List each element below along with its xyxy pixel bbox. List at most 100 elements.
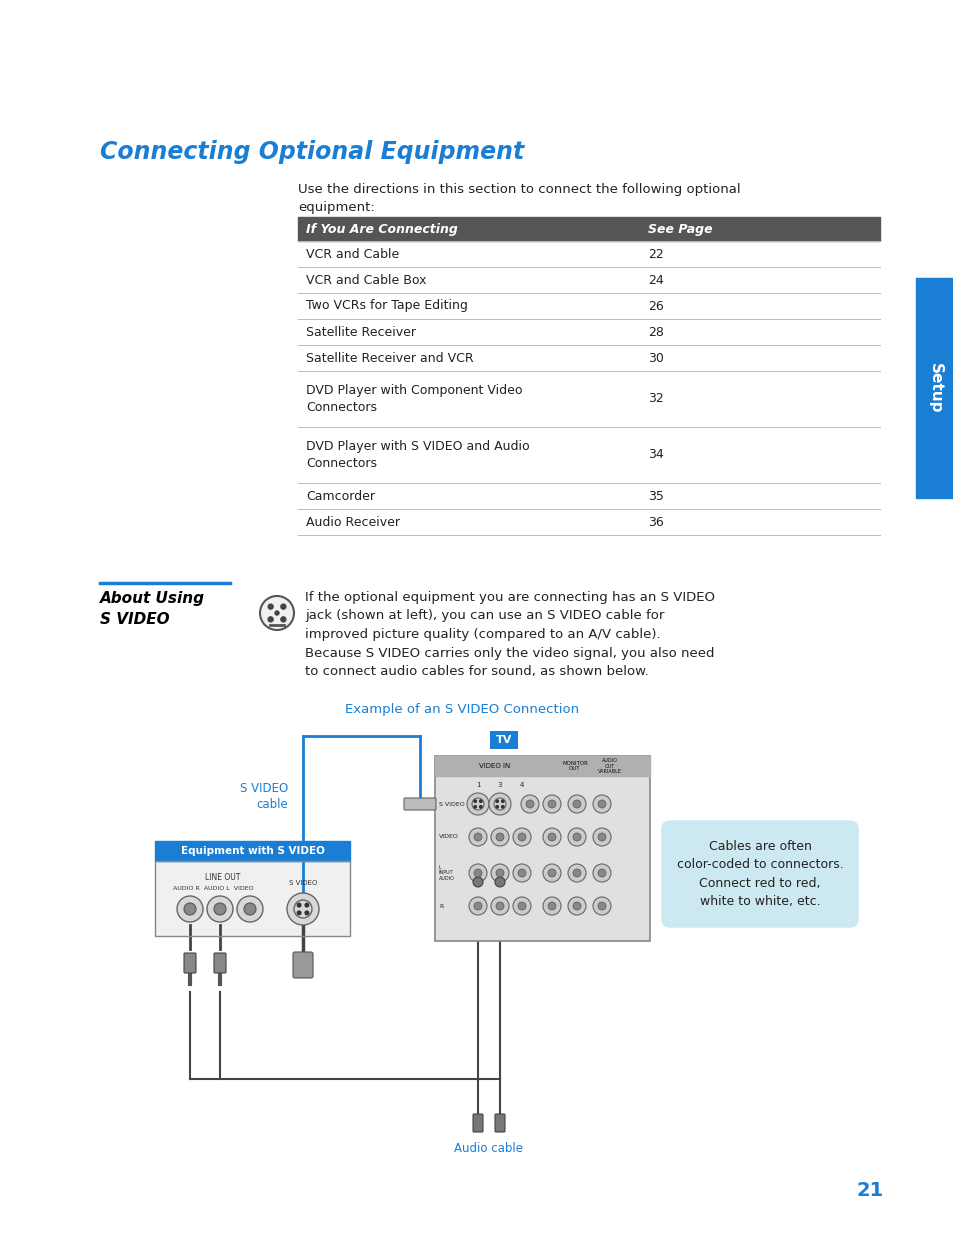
Text: 34: 34 [647,448,663,462]
Text: L
INPUT
AUDIO: L INPUT AUDIO [438,864,455,881]
Text: 35: 35 [647,489,663,503]
Circle shape [491,897,509,915]
Text: Cables are often
color-coded to connectors.
Connect red to red,
white to white, : Cables are often color-coded to connecto… [676,841,842,908]
FancyBboxPatch shape [403,798,436,810]
Circle shape [184,903,195,915]
Circle shape [567,897,585,915]
Circle shape [297,911,300,915]
FancyBboxPatch shape [213,953,226,973]
FancyBboxPatch shape [473,1114,482,1132]
Circle shape [496,869,503,877]
Circle shape [467,793,489,815]
Circle shape [525,800,534,808]
Circle shape [517,902,525,910]
Text: Audio Receiver: Audio Receiver [306,515,399,529]
Text: S VIDEO: S VIDEO [438,802,464,806]
Text: Satellite Receiver and VCR: Satellite Receiver and VCR [306,352,473,364]
FancyBboxPatch shape [293,952,313,978]
Circle shape [491,864,509,882]
Circle shape [567,795,585,813]
Circle shape [573,869,580,877]
Circle shape [268,616,273,622]
Text: About Using
S VIDEO: About Using S VIDEO [100,592,205,627]
Circle shape [598,800,605,808]
Circle shape [474,869,481,877]
Bar [154,861,350,936]
Text: LINE OUT: LINE OUT [205,872,240,882]
Circle shape [305,911,309,915]
Circle shape [236,897,263,923]
Circle shape [593,897,610,915]
Circle shape [177,897,203,923]
Circle shape [573,800,580,808]
Circle shape [501,805,503,808]
Text: AUDIO R  AUDIO L  VIDEO: AUDIO R AUDIO L VIDEO [172,887,253,892]
Circle shape [598,832,605,841]
Text: 4: 4 [519,782,523,788]
Bar [154,841,350,861]
Circle shape [474,800,476,803]
Circle shape [567,827,585,846]
Text: Connecting Optional Equipment: Connecting Optional Equipment [100,140,524,164]
Circle shape [479,805,481,808]
Circle shape [280,616,286,622]
Text: 1: 1 [476,782,479,788]
Text: VCR and Cable Box: VCR and Cable Box [306,273,426,287]
Text: Camcorder: Camcorder [306,489,375,503]
Circle shape [491,827,509,846]
Text: 32: 32 [647,393,663,405]
Circle shape [547,800,556,808]
Circle shape [287,893,318,925]
Text: AUDIO
OUT
VARIABLE: AUDIO OUT VARIABLE [598,758,621,774]
Bar [915,278,953,498]
FancyBboxPatch shape [661,821,857,927]
Bar [297,217,879,241]
Text: 3: 3 [497,782,501,788]
Text: See Page: See Page [647,222,712,236]
Circle shape [305,903,309,906]
FancyBboxPatch shape [435,756,649,941]
Circle shape [542,827,560,846]
Circle shape [517,869,525,877]
Circle shape [496,805,497,808]
Circle shape [469,827,486,846]
Text: R: R [438,904,443,909]
Circle shape [513,897,531,915]
Circle shape [268,604,273,609]
Circle shape [593,864,610,882]
Text: 30: 30 [647,352,663,364]
Circle shape [469,897,486,915]
Circle shape [496,800,497,803]
Text: If You Are Connecting: If You Are Connecting [306,222,457,236]
Text: 24: 24 [647,273,663,287]
Text: Satellite Receiver: Satellite Receiver [306,326,416,338]
Circle shape [573,832,580,841]
Circle shape [547,869,556,877]
Circle shape [501,800,503,803]
Text: 28: 28 [647,326,663,338]
Circle shape [213,903,226,915]
Text: DVD Player with S VIDEO and Audio
Connectors: DVD Player with S VIDEO and Audio Connec… [306,440,529,471]
Bar [154,861,350,936]
FancyBboxPatch shape [495,1114,504,1132]
Text: VCR and Cable: VCR and Cable [306,247,399,261]
Circle shape [598,902,605,910]
Text: 21: 21 [856,1181,882,1199]
Text: VIDEO IN: VIDEO IN [478,763,510,769]
Text: MONITOR
OUT: MONITOR OUT [561,761,587,771]
Text: TV: TV [496,735,512,745]
Text: Use the directions in this section to connect the following optional
equipment:: Use the directions in this section to co… [297,183,740,214]
Text: S VIDEO: S VIDEO [289,881,316,885]
Circle shape [573,902,580,910]
Text: Setup: Setup [926,363,942,414]
Circle shape [547,832,556,841]
Circle shape [489,793,511,815]
Circle shape [260,597,294,630]
Circle shape [593,795,610,813]
Bar [435,756,649,776]
Circle shape [207,897,233,923]
Circle shape [598,869,605,877]
Circle shape [496,832,503,841]
Circle shape [496,902,503,910]
Text: S VIDEO
cable: S VIDEO cable [239,782,288,810]
